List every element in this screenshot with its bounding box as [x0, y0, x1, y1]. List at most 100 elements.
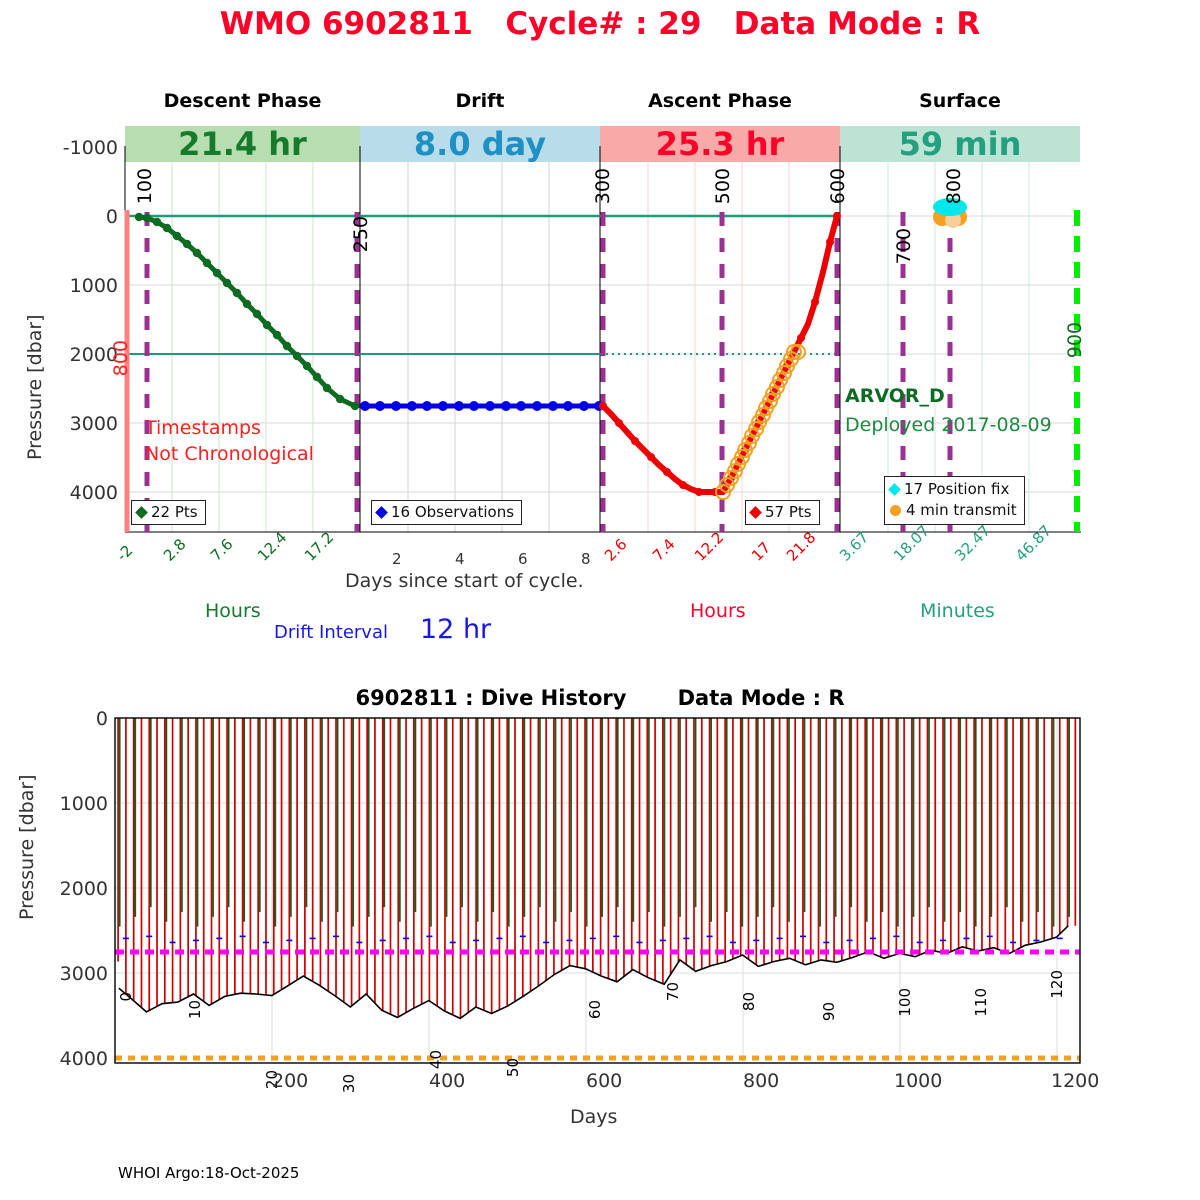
lower-ytick: 0 — [95, 708, 108, 730]
lower-x-axis-label: Days — [570, 1106, 618, 1128]
cycle-label: 0 — [117, 992, 135, 1002]
event-label-250: 250 — [350, 216, 372, 253]
unit-label-surface: Minutes — [920, 600, 995, 622]
upper-xtick-surface: 3.67 — [836, 528, 873, 565]
legend-row-transmit: 4 min transmit — [890, 500, 1017, 521]
upper-xtick-ascent: 12.2 — [691, 528, 728, 565]
cycle-start-label-800: 800 — [110, 340, 132, 377]
legend-marker-drift — [375, 506, 388, 519]
lower-xtick: 200 — [272, 1070, 309, 1092]
phase-header-ascent: Ascent Phase — [648, 90, 792, 112]
cycle-label: 120 — [1048, 970, 1066, 999]
cycle-label: 50 — [504, 1058, 522, 1078]
upper-xtick-descent: 7.6 — [207, 535, 237, 565]
legend-surface: 17 Position fix 4 min transmit — [884, 476, 1025, 525]
cycle-label: 30 — [340, 1074, 358, 1094]
lower-xtick: 1000 — [894, 1070, 943, 1092]
legend-label-position-fix: 17 Position fix — [904, 480, 1010, 498]
drift-points — [360, 401, 604, 411]
phase-duration-descent: 21.4 hr — [125, 126, 360, 162]
phase-header-drift: Drift — [455, 90, 505, 112]
descent-trace — [138, 214, 357, 409]
lower-xtick: 600 — [586, 1070, 623, 1092]
upper-xtick-descent: 2.8 — [160, 535, 190, 565]
upper-ytick: 3000 — [69, 413, 118, 435]
legend-label-ascent: 57 Pts — [765, 503, 812, 521]
lower-ytick: 3000 — [59, 963, 108, 985]
event-label-700: 700 — [893, 228, 915, 265]
lower-ytick: 4000 — [59, 1048, 108, 1070]
descent-points — [134, 212, 360, 411]
lower-ytick: 1000 — [59, 793, 108, 815]
legend-marker-transmit — [890, 505, 901, 516]
legend-marker-position-fix — [888, 483, 901, 496]
upper-y-axis-label: Pressure [dbar] — [24, 314, 46, 460]
phase-header-descent: Descent Phase — [163, 90, 322, 112]
cycle-label: 100 — [896, 988, 914, 1017]
drift-interval-label: Drift Interval — [274, 622, 388, 643]
phase-duration-drift: 8.0 day — [360, 126, 600, 162]
phase-header-surface: Surface — [919, 90, 1001, 112]
phase-duration-surface: 59 min — [840, 126, 1080, 162]
dive-history-title: 6902811 : Dive History Data Mode : R — [355, 686, 845, 710]
dive-history-canvas — [114, 717, 1081, 1064]
page-title: WMO 6902811 Cycle# : 29 Data Mode : R — [219, 6, 981, 42]
event-label-300: 300 — [592, 168, 614, 205]
float-deployed-label: Deployed 2017-08-09 — [845, 414, 1052, 436]
upper-ytick: 0 — [105, 206, 118, 228]
lower-xtick: 1200 — [1051, 1070, 1100, 1092]
upper-ytick: -1000 — [62, 137, 118, 159]
lower-xtick: 400 — [429, 1070, 466, 1092]
timestamp-warning-line1: Timestamps — [145, 417, 261, 439]
unit-label-descent: Hours — [205, 600, 261, 622]
upper-ytick: 1000 — [69, 275, 118, 297]
legend-label-drift: 16 Observations — [391, 503, 515, 521]
legend-ascent: 57 Pts — [745, 500, 820, 525]
upper-xtick-ascent: 17 — [748, 538, 775, 565]
upper-ytick: 2000 — [69, 344, 118, 366]
upper-xtick-drift: 6 — [518, 550, 528, 568]
upper-ytick: 4000 — [69, 482, 118, 504]
event-label-500: 500 — [712, 168, 734, 205]
legend-descent: 22 Pts — [131, 500, 206, 525]
upper-plot-canvas — [124, 146, 1081, 533]
legend-label-transmit: 4 min transmit — [906, 501, 1017, 519]
lower-ytick: 2000 — [59, 878, 108, 900]
phase-duration-ascent: 25.3 hr — [600, 126, 840, 162]
ascent-transmit-rings — [715, 344, 806, 500]
cycle-trajectory-panel: Descent Phase Drift Ascent Phase Surface… — [24, 90, 1086, 645]
upper-xtick-descent: 12.4 — [254, 528, 291, 565]
cycle-label: 70 — [664, 982, 682, 1002]
legend-marker-ascent — [749, 506, 762, 519]
surface-position-fix-markers — [933, 198, 967, 216]
upper-xtick-ascent: 2.6 — [601, 535, 631, 565]
legend-marker-descent — [135, 506, 148, 519]
event-label-600: 600 — [827, 168, 849, 205]
float-type-label: ARVOR_D — [845, 385, 945, 407]
event-label-800: 800 — [943, 168, 965, 205]
upper-xtick-drift: 2 — [392, 550, 402, 568]
lower-xtick: 800 — [743, 1070, 780, 1092]
upper-xtick-ascent: 21.8 — [783, 528, 820, 565]
drift-interval-value: 12 hr — [420, 614, 492, 645]
cycle-label: 110 — [972, 988, 990, 1017]
legend-label-descent: 22 Pts — [151, 503, 198, 521]
upper-xtick-drift: 4 — [455, 550, 465, 568]
upper-xtick-descent: 17.2 — [301, 528, 338, 565]
cycle-label: 90 — [820, 1002, 838, 1022]
upper-x-axis-label: Days since start of cycle. — [345, 570, 584, 592]
cycle-label: 80 — [740, 992, 758, 1012]
upper-xtick-descent: -2 — [113, 541, 137, 565]
footer-credit: WHOI Argo:18-Oct-2025 — [118, 1164, 300, 1182]
unit-label-ascent: Hours — [690, 600, 746, 622]
upper-xtick-drift: 8 — [581, 550, 591, 568]
event-label-900: 900 — [1064, 322, 1086, 359]
legend-row-position-fix: 17 Position fix — [888, 479, 1017, 500]
legend-drift: 16 Observations — [371, 500, 523, 525]
cycle-label: 10 — [186, 1000, 204, 1020]
timestamp-warning-line2: Not Chronological — [145, 443, 314, 465]
dive-history-panel: 6902811 : Dive History Data Mode : R Pre… — [0, 670, 1200, 1200]
cycle-label: 60 — [586, 1000, 604, 1020]
upper-xtick-ascent: 7.4 — [649, 535, 679, 565]
event-label-100: 100 — [134, 168, 156, 205]
